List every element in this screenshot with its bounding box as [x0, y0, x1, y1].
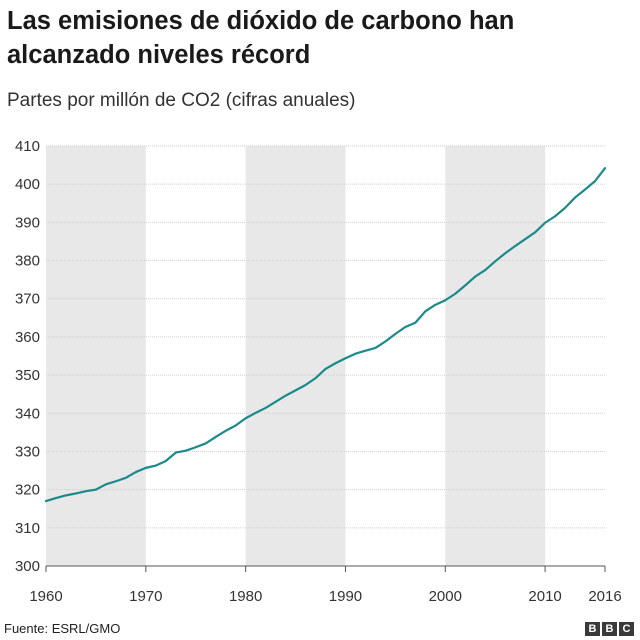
y-tick-label: 390	[15, 214, 40, 231]
y-tick-label: 400	[15, 176, 40, 193]
logo-letter-c: C	[619, 622, 634, 636]
gridlines	[46, 145, 605, 567]
x-tick-label: 1970	[129, 588, 162, 605]
y-tick-label: 340	[15, 405, 40, 422]
x-tick-label: 1990	[329, 588, 362, 605]
y-tick-label: 320	[15, 482, 40, 499]
x-tick-label: 2010	[528, 588, 561, 605]
y-tick-label: 310	[15, 520, 40, 537]
y-axis-ticks: 300 310 320 330 340 350 360 370 380 390 400 410	[15, 138, 40, 575]
x-axis-ticks: 1960 1970 1980 1990 2000 2010 2016	[29, 566, 622, 605]
x-tick-label: 1960	[29, 588, 62, 605]
x-tick-label: 1980	[229, 588, 262, 605]
decade-band-1980	[245, 146, 346, 566]
decade-band-1960	[46, 146, 146, 566]
x-tick-label: 2016	[588, 588, 621, 605]
co2-series	[44, 167, 607, 503]
logo-letter-b2: B	[602, 622, 617, 636]
bbc-logo: B B C	[585, 622, 634, 636]
y-tick-label: 300	[15, 558, 40, 575]
y-tick-label: 410	[15, 138, 40, 155]
source-note: Fuente: ESRL/GMO	[4, 621, 121, 636]
decade-band-2000	[445, 146, 546, 566]
y-tick-label: 350	[15, 367, 40, 384]
y-tick-label: 370	[15, 291, 40, 308]
y-tick-label: 330	[15, 443, 40, 460]
y-tick-label: 360	[15, 329, 40, 346]
y-tick-label: 380	[15, 253, 40, 270]
x-tick-label: 2000	[429, 588, 462, 605]
chart-subtitle: Partes por millón de CO2 (cifras anuales…	[7, 90, 356, 111]
decade-bands	[46, 146, 546, 566]
chart-title: Las emisiones de dióxido de carbono han …	[7, 7, 515, 69]
logo-letter-b1: B	[585, 622, 600, 636]
